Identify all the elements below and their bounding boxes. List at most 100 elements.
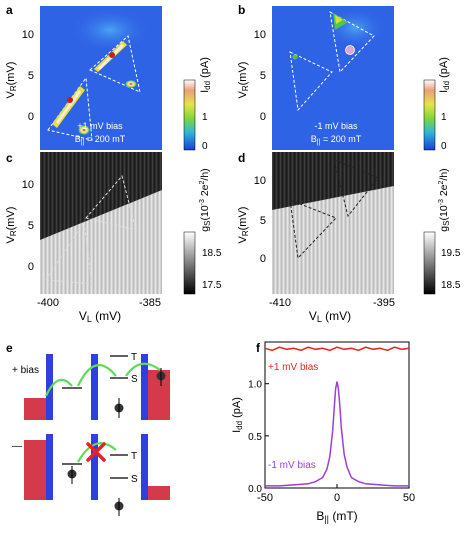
triangle-a-upper	[89, 35, 141, 93]
colorbar-c-label: gS(10-3 2e2/h)	[199, 168, 212, 231]
panel-e: e + bias T S — bias T S	[6, 341, 170, 516]
marker-b	[345, 45, 355, 55]
lead-right-bottom	[148, 486, 170, 500]
colorbar-d-label: gS(10-3 2e2/h)	[438, 168, 451, 231]
panel-d-ytick-5: 5	[260, 215, 266, 227]
legend-plus-bias: +1 mV bias	[268, 362, 318, 373]
panel-b-ylabel: VR(mV)	[237, 62, 250, 99]
panel-d-xtick-2: -395	[373, 297, 395, 309]
colorbar-b-tick-0: 0	[441, 141, 447, 152]
colorbar-b-tick-1: 1	[441, 112, 447, 123]
triangle-c-lower	[45, 220, 93, 285]
barrier-2-bottom	[91, 434, 98, 500]
y-tick-label: 0.0	[248, 484, 262, 495]
panel-d-ytick-0: 0	[260, 253, 266, 265]
barrier-1-top	[46, 354, 53, 420]
panel-b-ytick-5: 5	[260, 70, 266, 82]
colorbar-c-tick-high: 18.5	[202, 248, 222, 259]
heatmap-a-sheen	[70, 8, 150, 52]
level-S-top-label: S	[131, 374, 138, 385]
hop-arrow-top-1	[45, 378, 73, 397]
panel-f-xlabel: B|| (mT)	[316, 509, 357, 524]
panel-c-ytick-5: 5	[28, 220, 34, 232]
lead-left-bottom	[24, 440, 46, 500]
y-tick-label: 0.5	[248, 432, 262, 443]
barrier-2-top	[91, 354, 98, 420]
panel-label-d: d	[238, 151, 245, 165]
panel-c-ylabel: VR(mV)	[5, 207, 18, 244]
panel-a-annotation-1: +1 mV bias	[77, 121, 123, 131]
colorbar-c	[183, 231, 196, 295]
colorbar-a-label: Idd (pA)	[199, 57, 212, 93]
panel-b-annotation-2: B|| = 200 mT	[311, 134, 362, 146]
colorbar-b	[423, 79, 436, 151]
top-bias-label: + bias	[12, 365, 39, 376]
colorbar-c-tick-low: 17.5	[202, 280, 222, 291]
panel-f: f -50 0 50 0.0 0.5 1.0 Idd (pA) B|| (mT) +1 m…	[231, 341, 415, 524]
panel-c: c VR(mV) 10 5 0 18.5 17.5 gS(10-3 2e2/h)…	[5, 151, 222, 324]
panel-a-ytick-5: 5	[28, 70, 34, 82]
panel-c-ytick-10: 10	[22, 179, 34, 191]
panel-a-ytick-10: 10	[22, 29, 34, 41]
hot-spot-a2	[125, 80, 137, 88]
colorbar-d-tick-high: 19.5	[441, 248, 461, 259]
hot-band-b-core	[335, 15, 343, 24]
barrier-1-bottom	[46, 434, 53, 500]
level-S-bottom-label: S	[131, 474, 138, 485]
level-T-top-label: T	[131, 352, 137, 363]
hot-band-a-lower-core	[56, 90, 81, 124]
panel-a-annotation-2: B|| = 200 mT	[75, 134, 126, 146]
level-T-bottom-label: T	[131, 451, 137, 462]
chart-f: -50 0 50 0.0 0.5 1.0	[248, 346, 415, 504]
panel-b: b VR(mV) 10 5 0 -1 mV bias B|| = 200 mT …	[237, 3, 451, 152]
conductance-map-d-dark	[272, 152, 394, 210]
hot-spot-a1	[109, 52, 115, 58]
triangle-d-lower	[289, 199, 337, 260]
x-tick-label: 50	[403, 492, 415, 504]
lead-right-top	[148, 370, 170, 420]
panel-c-ytick-0: 0	[28, 261, 34, 273]
panel-a-ytick-0: 0	[28, 111, 34, 123]
barrier-3-bottom	[141, 434, 148, 500]
series-line-plus-bias	[264, 346, 410, 352]
hot-spot-a4	[78, 125, 90, 135]
panel-f-ylabel: Idd (pA)	[231, 397, 244, 433]
panel-d-xlabel: VL (mV)	[309, 309, 351, 324]
blocked-cross-icon	[86, 442, 106, 462]
x-tick-label: 0	[334, 492, 340, 504]
panel-d-ylabel: VR(mV)	[237, 207, 250, 244]
colorbar-d	[423, 231, 436, 295]
hop-arrow-bottom	[77, 442, 117, 463]
panel-c-xtick-1: -400	[37, 297, 59, 309]
x-tick-label: -50	[257, 492, 273, 504]
triangle-c-upper	[85, 174, 137, 231]
y-tick-label: 1.0	[248, 380, 262, 391]
panel-b-ytick-10: 10	[254, 29, 266, 41]
barrier-3-top	[141, 354, 148, 420]
panel-a-ylabel: VR(mV)	[5, 62, 18, 99]
colorbar-a	[183, 79, 196, 151]
panel-d-ytick-10: 10	[254, 175, 266, 187]
panel-label-c: c	[6, 151, 13, 165]
colorbar-a-tick-1: 1	[202, 112, 208, 123]
hop-arrow-top-3	[125, 362, 161, 377]
hot-spot-b1	[292, 54, 298, 60]
conductance-map-c-light	[40, 190, 162, 294]
panel-b-annotation-1: -1 mV bias	[314, 121, 358, 131]
colorbar-a-tick-0: 0	[202, 141, 208, 152]
colorbar-d-tick-low: 18.5	[441, 280, 461, 291]
panel-label-b: b	[238, 3, 245, 17]
panel-c-xtick-2: -385	[139, 297, 161, 309]
colorbar-b-label: Idd (pA)	[438, 57, 451, 93]
series-line-minus-bias	[265, 381, 409, 487]
triangle-d-upper	[333, 159, 379, 218]
panel-label-a: a	[6, 3, 13, 17]
hot-spot-a3	[67, 97, 73, 103]
panel-c-xlabel: VL (mV)	[79, 309, 121, 324]
hop-arrow-top-2	[77, 364, 117, 387]
panel-d-xtick-1: -410	[269, 297, 291, 309]
triangle-b-upper	[329, 11, 375, 74]
panel-b-ytick-0: 0	[260, 111, 266, 123]
panel-label-f: f	[256, 341, 261, 355]
